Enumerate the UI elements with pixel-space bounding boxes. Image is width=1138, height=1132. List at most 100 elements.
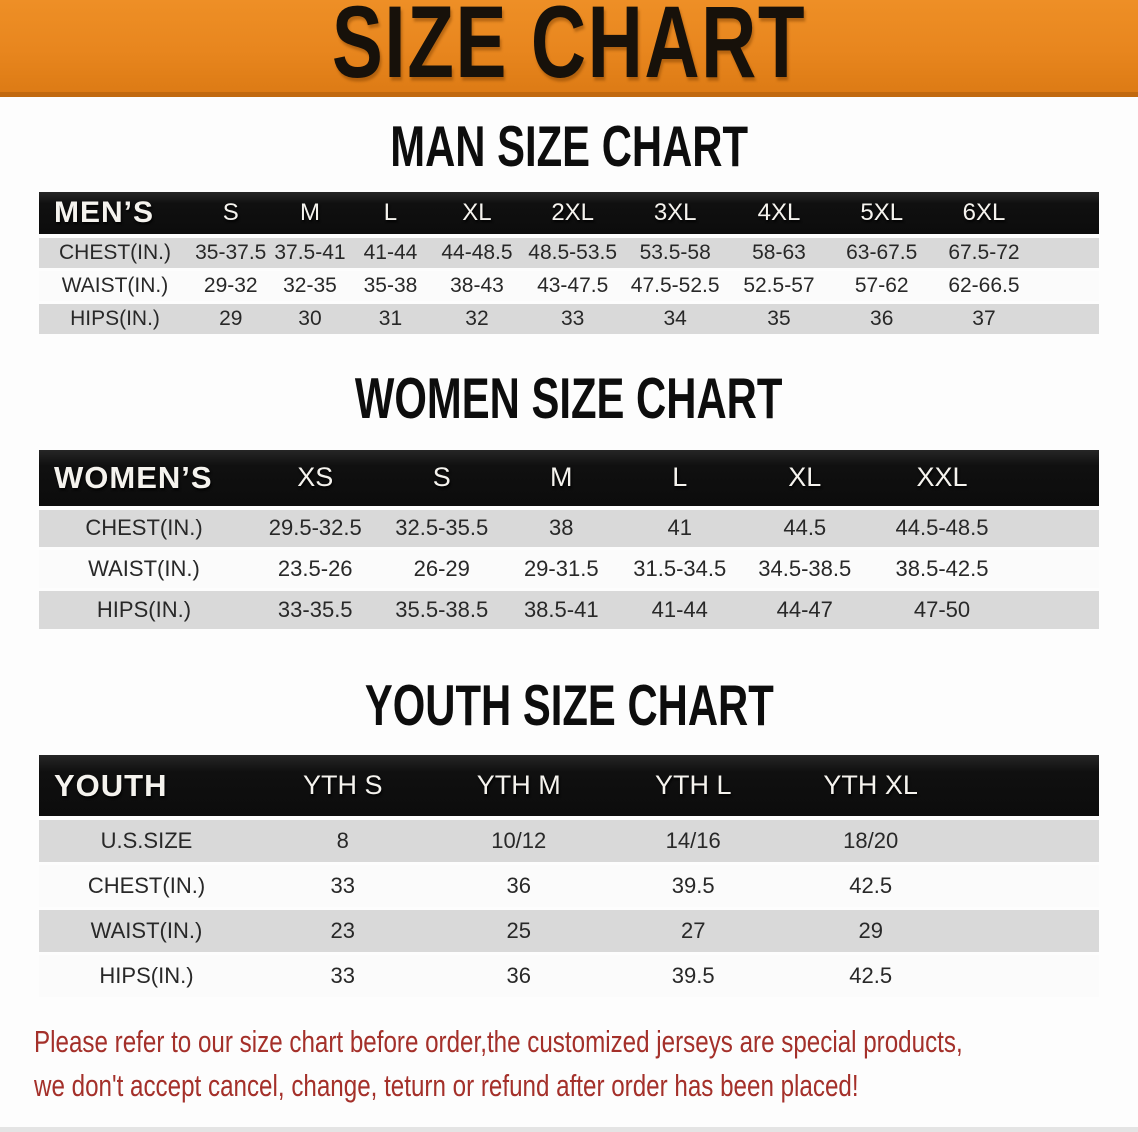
table-row: CHEST(IN.) 33 36 39.5 42.5 — [39, 863, 1099, 908]
size-cell: 39.5 — [671, 872, 715, 898]
size-header: XL — [431, 192, 523, 236]
men-size-section: MAN SIZE CHART MEN’S S M L XL 2XL 3XL 4XL 5XL 6XL… — [0, 114, 1138, 337]
filler-cell — [960, 755, 1099, 818]
filler-cell — [1014, 508, 1099, 549]
size-chart-banner: SIZE CHART — [0, 0, 1138, 97]
size-cell: 36 — [506, 962, 531, 988]
size-cell: 32-35 — [283, 273, 337, 297]
disclaimer-text: Please refer to our size chart before or… — [0, 1020, 1138, 1108]
size-cell: 29 — [219, 306, 243, 330]
size-cell: 41-44 — [363, 240, 418, 264]
size-cell: 18/20 — [843, 827, 899, 853]
youth-size-section: YOUTH SIZE CHART YOUTH YTH S YTH M YTH L YTH… — [0, 677, 1138, 1000]
header-row: WOMEN’S XS S M L XL XXL — [39, 449, 1099, 508]
youth-section-heading: YOUTH SIZE CHART — [0, 677, 1138, 734]
size-cell: 58-63 — [752, 240, 806, 264]
category-label: YOUTH — [39, 755, 254, 818]
size-cell: 57-62 — [854, 273, 909, 297]
table-row: CHEST(IN.) 35-37.5 37.5-41 41-44 44-48.5 48.5… — [39, 236, 1099, 269]
table-row: WAIST(IN.) 23.5-26 26-29 29-31.5 31.5-34.5 34… — [39, 548, 1099, 590]
size-cell: 52.5-57 — [743, 273, 815, 297]
men-section-heading: MAN SIZE CHART — [0, 114, 1138, 179]
filler-cell — [961, 953, 1099, 998]
size-cell: 36 — [870, 306, 894, 330]
row-label: WAIST(IN.) — [61, 273, 169, 297]
women-heading-text: WOMEN SIZE CHART — [355, 366, 783, 430]
size-cell: 34 — [663, 306, 687, 330]
filler-cell — [1035, 269, 1099, 302]
filler-cell — [1013, 449, 1099, 508]
size-cell: 26-29 — [413, 556, 470, 581]
size-cell: 37 — [972, 306, 996, 330]
womens-size-table: WOMEN’S XS S M L XL XXL CHEST(IN.) 29.5-32.5 32.5… — [39, 449, 1099, 633]
size-cell: 63-67.5 — [846, 240, 918, 264]
size-cell: 25 — [506, 917, 531, 943]
header-row: YOUTH YTH S YTH M YTH L YTH XL — [39, 755, 1099, 818]
size-cell: 23 — [330, 917, 355, 943]
size-header: L — [620, 449, 739, 508]
size-cell: 33 — [330, 962, 355, 988]
filler-cell — [1014, 549, 1099, 590]
filler-cell — [1035, 302, 1099, 335]
size-cell: 47-50 — [913, 597, 971, 622]
women-section-heading: WOMEN SIZE CHART — [0, 369, 1138, 426]
size-header: L — [349, 192, 432, 236]
size-cell: 10/12 — [491, 827, 547, 853]
filler-cell — [1034, 192, 1099, 236]
table-row: WAIST(IN.) 23 25 27 29 — [39, 908, 1099, 953]
table-row: U.S.SIZE 8 10/12 14/16 18/20 — [39, 818, 1099, 863]
size-cell: 48.5-53.5 — [528, 240, 618, 264]
row-label: HIPS(IN.) — [96, 597, 192, 622]
size-cell: 53.5-58 — [639, 240, 711, 264]
size-cell: 43-47.5 — [537, 273, 609, 297]
size-cell: 38.5-41 — [523, 597, 599, 622]
row-label: CHEST(IN.) — [59, 240, 171, 264]
size-header: YTH S — [253, 755, 432, 818]
size-cell: 29-32 — [203, 273, 258, 297]
size-cell: 44.5-48.5 — [895, 515, 989, 541]
size-header: M — [502, 449, 621, 508]
size-cell: 62-66.5 — [948, 273, 1020, 297]
size-cell: 37.5-41 — [274, 240, 346, 264]
category-label: WOMEN’S — [39, 449, 249, 508]
size-cell: 42.5 — [849, 962, 893, 988]
size-header: XXL — [870, 449, 1014, 508]
size-cell: 36 — [506, 872, 531, 898]
size-cell: 8 — [336, 827, 349, 853]
size-cell: 42.5 — [849, 872, 893, 898]
size-cell: 32 — [465, 306, 489, 330]
banner-title: SIZE CHART — [331, 0, 807, 100]
table-row: HIPS(IN.) 33-35.5 35.5-38.5 38.5-41 41-44 44-… — [39, 589, 1099, 631]
size-header: M — [270, 192, 350, 236]
table-row: CHEST(IN.) 29.5-32.5 32.5-35.5 38 41 44.5 44.5… — [39, 507, 1099, 549]
size-header: YTH L — [605, 755, 781, 818]
size-cell: 44-47 — [776, 597, 833, 622]
men-heading-text: MAN SIZE CHART — [390, 114, 748, 179]
youth-size-table: YOUTH YTH S YTH M YTH L YTH XL U.S.SIZE 8 10/12… — [39, 755, 1099, 1000]
size-cell: 31.5-34.5 — [633, 556, 727, 581]
table-row: HIPS(IN.) 29 30 31 32 33 34 35 36 37 — [39, 302, 1099, 335]
row-label: CHEST(IN.) — [87, 872, 206, 898]
size-cell: 27 — [680, 917, 706, 943]
filler-cell — [1035, 236, 1099, 269]
size-cell: 31 — [378, 306, 403, 330]
size-cell: 29 — [858, 917, 883, 943]
size-header: YTH XL — [780, 755, 961, 818]
size-cell: 44-48.5 — [441, 240, 513, 264]
size-cell: 35.5-38.5 — [395, 597, 489, 622]
size-header: XS — [248, 449, 382, 508]
size-cell: 41 — [667, 515, 692, 541]
filler-cell — [961, 818, 1099, 863]
filler-cell — [961, 908, 1099, 953]
size-header: 3XL — [622, 192, 728, 236]
table-row: HIPS(IN.) 33 36 39.5 42.5 — [39, 953, 1099, 998]
disclaimer-line-1: Please refer to our size chart before or… — [34, 1023, 963, 1059]
size-cell: 38 — [549, 515, 574, 541]
size-cell: 44.5 — [783, 515, 827, 541]
size-cell: 67.5-72 — [948, 240, 1020, 264]
disclaimer-line-2: we don't accept cancel, change, teturn o… — [34, 1067, 859, 1103]
size-header: S — [381, 449, 502, 508]
size-cell: 32.5-35.5 — [395, 515, 489, 541]
size-cell: 34.5-38.5 — [758, 556, 852, 581]
row-label: WAIST(IN.) — [90, 917, 203, 943]
